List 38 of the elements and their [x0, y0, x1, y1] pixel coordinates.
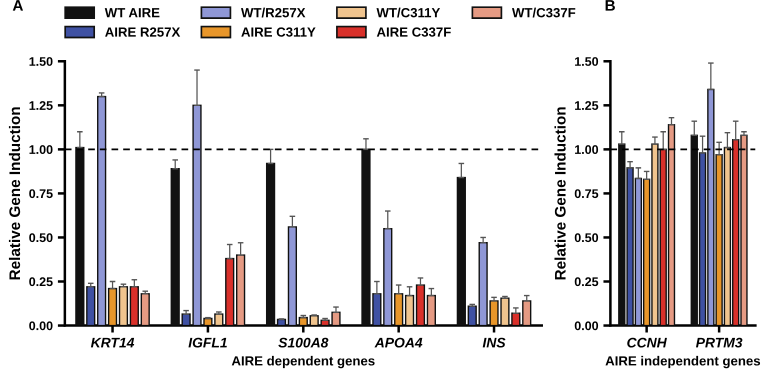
y-tick-label: 0.75 — [29, 189, 53, 198]
y-tick-label: 0.25 — [29, 277, 53, 286]
x-tick-label: PRTM3 — [696, 338, 742, 348]
y-tick-label: 1.00 — [30, 145, 53, 154]
legend-label: WT AIRE — [104, 8, 160, 18]
y-tick-label: 0.00 — [574, 321, 598, 330]
x-tick-label: S100A8 — [278, 338, 328, 348]
bar — [266, 162, 276, 326]
bar — [192, 104, 202, 326]
y-tick-label: 1.25 — [575, 101, 598, 110]
chart-title: B — [606, 0, 615, 11]
y-tick-label: 1.50 — [30, 57, 53, 66]
x-axis-title: AIRE dependent genes — [232, 356, 375, 368]
y-tick-label: 1.00 — [575, 145, 598, 154]
x-tick-label: KRT14 — [90, 338, 134, 348]
legend-label: WT/C337F — [512, 8, 576, 18]
x-tick-label: CCNH — [627, 338, 667, 348]
legend-label: AIRE C337F — [376, 27, 451, 37]
y-tick-label: 0.50 — [574, 233, 598, 242]
y-tick-label: 1.25 — [30, 101, 53, 110]
y-tick-label: 0.25 — [574, 277, 598, 286]
chart-title: A — [12, 0, 24, 11]
bar — [276, 318, 286, 326]
legend-label: AIRE C311Y — [241, 27, 316, 37]
bar — [331, 312, 341, 326]
y-axis-title: Relative Gene Induction — [554, 107, 566, 280]
x-axis-title: AIRE independent genes — [606, 356, 760, 368]
legend-label: WT/C311Y — [376, 8, 440, 18]
legend-label: AIRE R257X — [105, 27, 180, 37]
legend-label: WT/R257X — [240, 8, 306, 18]
x-tick-label: IGFL1 — [188, 338, 227, 348]
y-axis-title: Relative Gene Induction — [8, 107, 20, 280]
x-tick-label: APOA4 — [374, 338, 422, 348]
y-tick-label: 1.50 — [575, 57, 598, 66]
x-tick-label: INS — [482, 338, 506, 348]
y-tick-label: 0.50 — [29, 233, 53, 242]
y-tick-label: 0.00 — [29, 321, 53, 330]
y-tick-label: 0.75 — [574, 189, 598, 198]
